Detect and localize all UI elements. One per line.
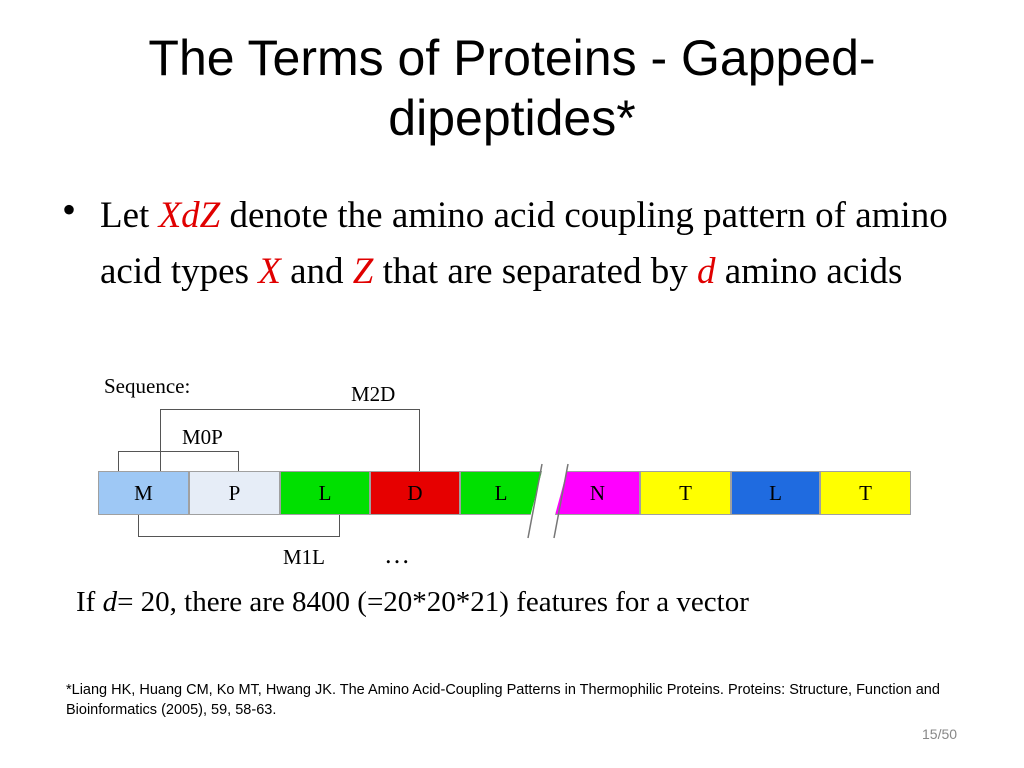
residue-cell: T [820, 471, 911, 515]
residue-cell: M [98, 471, 189, 515]
term-x: X [258, 251, 281, 292]
residue-letter: L [318, 480, 332, 505]
residue-cell: L [280, 471, 370, 515]
note-rest: = 20, there are 8400 (=20*20*21) feature… [117, 586, 749, 618]
residue-cell: D [370, 471, 460, 515]
bullet-text-part: that are separated by [373, 251, 697, 292]
term-z: Z [352, 251, 374, 292]
label-m2d: M2D [351, 382, 396, 406]
label-m1l: M1L [283, 545, 325, 569]
bullet-text-part: Let [100, 195, 159, 236]
bracket-m1l [138, 515, 340, 537]
bullet-text-part: and [280, 251, 353, 292]
bracket-m0p [118, 451, 239, 471]
bullet-text-part: amino acids [715, 251, 903, 292]
reference-citation: *Liang HK, Huang CM, Ko MT, Hwang JK. Th… [66, 682, 940, 718]
page-number: 15/50 [922, 726, 958, 742]
bullet-marker: • [62, 187, 77, 232]
residue-cell: L [731, 471, 820, 515]
feature-count-note: If d= 20, there are 8400 (=20*20*21) fea… [76, 586, 749, 619]
bullet-text: Let XdZ denote the amino acid coupling p… [100, 188, 960, 300]
residue-letter: L [494, 480, 508, 505]
sequence-break-icon [527, 463, 569, 539]
note-var: d [102, 586, 118, 618]
residue-letter: D [407, 480, 423, 505]
term-xdz: XdZ [158, 195, 221, 236]
ellipsis: … [384, 540, 410, 569]
residue-letter: T [679, 480, 692, 505]
residue-letter: M [134, 480, 153, 505]
residue-letter: T [859, 480, 872, 505]
bracket-m2d [160, 409, 420, 471]
residue-letter: N [589, 480, 606, 505]
term-d: d [696, 251, 716, 292]
residue-letter: L [769, 480, 782, 505]
label-m0p: M0P [182, 425, 223, 449]
residue-cell: P [189, 471, 280, 515]
residue-cell: T [640, 471, 731, 515]
note-prefix: If [76, 586, 103, 618]
residue-cell: N [555, 471, 640, 515]
slide-title: The Terms of Proteins - Gapped-dipeptide… [148, 30, 876, 146]
sequence-label: Sequence: [104, 374, 191, 398]
bullet-text-part: denote the amino acid coupling pattern o… [100, 195, 948, 292]
residue-letter: P [228, 480, 241, 505]
residue-cell: L [460, 471, 542, 515]
